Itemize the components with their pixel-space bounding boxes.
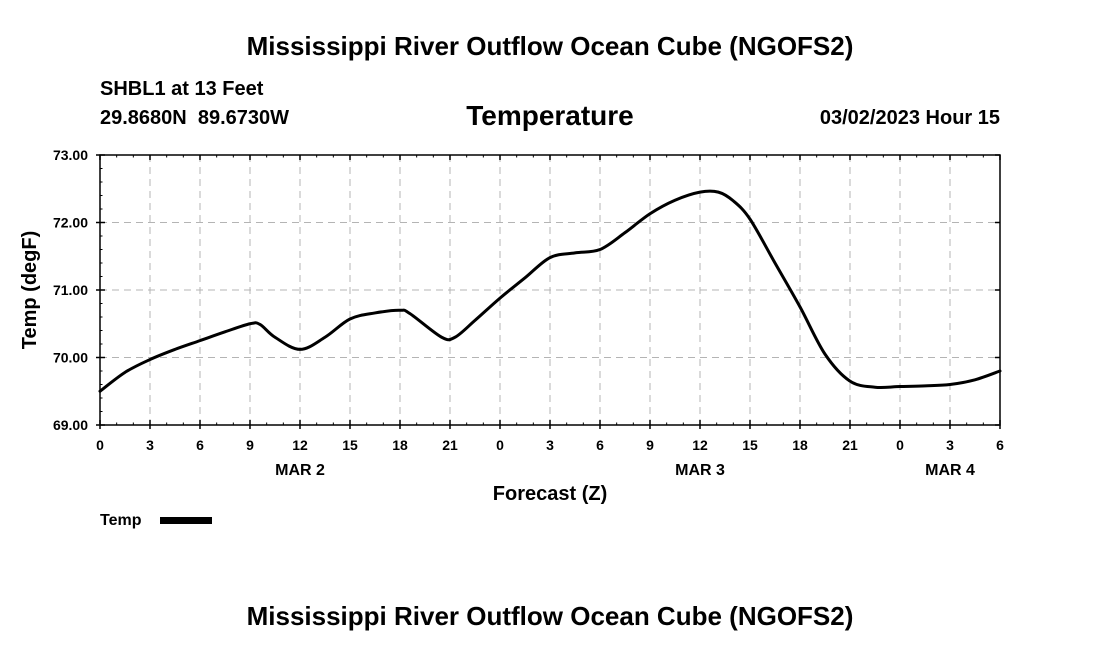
series-layer (98, 189, 1002, 393)
x-tick-label: 21 (442, 437, 458, 453)
series-line-temp (98, 189, 1002, 393)
axis-ticks: 0 3 6 9 12 15 18 21 0 3 6 9 12 15 18 21 0 3 6 69.00 70.00 71.… (53, 147, 1004, 479)
legend-label: Temp (100, 512, 142, 529)
x-tick-label: 9 (246, 437, 254, 453)
x-tick-label: 12 (292, 437, 308, 453)
forecast-datetime: 03/02/2023 Hour 15 (820, 107, 1000, 129)
x-tick-label: 18 (792, 437, 808, 453)
y-tick-label: 73.00 (53, 147, 88, 163)
x-axis-title: Forecast (Z) (493, 483, 607, 505)
y-tick-label: 71.00 (53, 282, 88, 298)
x-tick-label: 3 (146, 437, 154, 453)
x-tick-label: 15 (742, 437, 758, 453)
x-tick-label: 0 (896, 437, 904, 453)
y-tick-label: 69.00 (53, 417, 88, 433)
y-tick-label: 70.00 (53, 350, 88, 366)
x-tick-label: 18 (392, 437, 408, 453)
day-label: MAR 3 (675, 462, 725, 479)
day-label: MAR 2 (275, 462, 325, 479)
legend-swatch (160, 517, 212, 524)
x-tick-label: 12 (692, 437, 708, 453)
x-tick-label: 6 (996, 437, 1004, 453)
x-tick-label: 0 (496, 437, 504, 453)
y-axis-title: Temp (degF) (19, 231, 41, 350)
legend: Temp (100, 512, 212, 529)
x-tick-label: 3 (946, 437, 954, 453)
station-label: SHBL1 at 13 Feet (100, 78, 264, 100)
x-tick-label: 3 (546, 437, 554, 453)
coordinates-label: 29.8680N 89.6730W (100, 107, 289, 129)
x-tick-label: 21 (842, 437, 858, 453)
x-tick-label: 6 (596, 437, 604, 453)
x-tick-label: 0 (96, 437, 104, 453)
grid (100, 155, 1000, 425)
x-tick-label: 9 (646, 437, 654, 453)
top-title: Mississippi River Outflow Ocean Cube (NG… (247, 31, 854, 61)
variable-title: Temperature (466, 100, 634, 131)
x-tick-label: 15 (342, 437, 358, 453)
day-label: MAR 4 (925, 462, 975, 479)
y-tick-label: 72.00 (53, 215, 88, 231)
x-tick-label: 6 (196, 437, 204, 453)
bottom-title: Mississippi River Outflow Ocean Cube (NG… (247, 601, 854, 631)
